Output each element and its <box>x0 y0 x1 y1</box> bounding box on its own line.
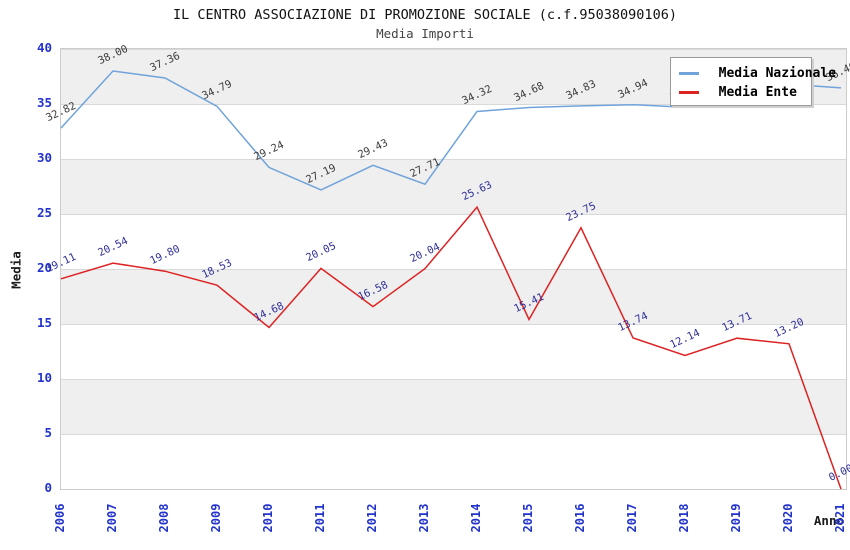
x-tick-label: 2020 <box>781 503 795 533</box>
point-label: 37.36 <box>148 49 182 75</box>
y-tick-label: 0 <box>44 480 52 495</box>
x-tick-label: 2011 <box>313 503 327 533</box>
x-tick-label: 2007 <box>105 503 119 533</box>
x-tick-label: 2013 <box>417 503 431 533</box>
point-labels-layer: 32.82 38.00 37.36 34.79 29.24 27.19 29.43 27.71… <box>44 43 850 489</box>
point-label: 14.68 <box>252 299 286 324</box>
point-label: 29.24 <box>252 139 286 164</box>
point-label: 34.32 <box>460 83 494 108</box>
point-label: 20.54 <box>96 234 130 260</box>
x-tick-label: 2015 <box>521 503 535 533</box>
red-line-swatch-icon <box>679 91 699 94</box>
point-label: 20.05 <box>304 240 338 265</box>
y-tick-label: 35 <box>36 95 52 110</box>
legend: Media Nazionale Media Ente <box>670 57 836 106</box>
point-label: 19.80 <box>148 243 182 268</box>
point-label: 20.04 <box>408 240 442 265</box>
x-tick-label: 2009 <box>209 503 223 533</box>
legend-label-media-ente: Media Ente <box>718 85 797 100</box>
x-tick-label: 2010 <box>261 503 275 533</box>
x-tick-label: 2012 <box>365 503 379 533</box>
blue-line-swatch-icon <box>679 72 699 75</box>
x-tick-label: 2008 <box>157 503 171 533</box>
point-label: 16.58 <box>356 278 390 303</box>
x-tick-label: 2014 <box>469 503 483 533</box>
x-tick-label: 2021 <box>833 503 847 533</box>
x-tick-label: 2017 <box>625 503 639 533</box>
point-label: 18.53 <box>200 257 234 282</box>
point-label: 34.83 <box>564 77 598 102</box>
point-label: 27.71 <box>408 156 442 181</box>
point-label: 38.00 <box>96 42 130 68</box>
point-label: 29.43 <box>356 137 390 162</box>
point-label: 23.75 <box>564 199 598 224</box>
y-tick-label: 5 <box>44 425 52 440</box>
legend-label-media-nazionale: Media Nazionale <box>718 66 837 81</box>
point-label: 34.94 <box>616 76 650 101</box>
y-tick-label: 30 <box>36 150 52 165</box>
point-label: 15.41 <box>512 291 546 316</box>
legend-item-media-nazionale: Media Nazionale <box>679 63 836 82</box>
point-label: 13.20 <box>772 315 806 340</box>
x-tick-label: 2019 <box>729 503 743 533</box>
chart-subtitle: Media Importi <box>376 26 474 41</box>
point-label: 27.19 <box>304 161 338 187</box>
plot-area: 32.82 38.00 37.36 34.79 29.24 27.19 29.43 27.71… <box>44 43 850 490</box>
point-label: 12.14 <box>668 327 702 352</box>
series-line-media-ente <box>60 205 842 490</box>
y-tick-label: 10 <box>36 370 52 385</box>
chart-title: IL CENTRO ASSOCIAZIONE DI PROMOZIONE SOC… <box>173 7 677 23</box>
legend-item-media-ente: Media Ente <box>679 82 803 101</box>
y-tick-label: 25 <box>36 205 52 220</box>
point-label: 19.11 <box>44 250 78 275</box>
point-label: 13.74 <box>616 309 650 334</box>
x-tick-label: 2006 <box>53 503 67 533</box>
point-label: 13.71 <box>720 310 754 335</box>
point-label: 0.00 <box>827 462 850 484</box>
x-tick-label: 2018 <box>677 503 691 533</box>
x-tick-label: 2016 <box>573 503 587 533</box>
point-label: 34.68 <box>512 79 546 104</box>
point-label: 25.63 <box>460 178 494 204</box>
y-tick-label: 15 <box>36 315 52 330</box>
x-axis-title: Anno <box>813 513 844 528</box>
y-tick-label: 40 <box>36 40 52 55</box>
y-tick-label: 20 <box>36 260 52 275</box>
point-label: 34.79 <box>200 78 234 103</box>
